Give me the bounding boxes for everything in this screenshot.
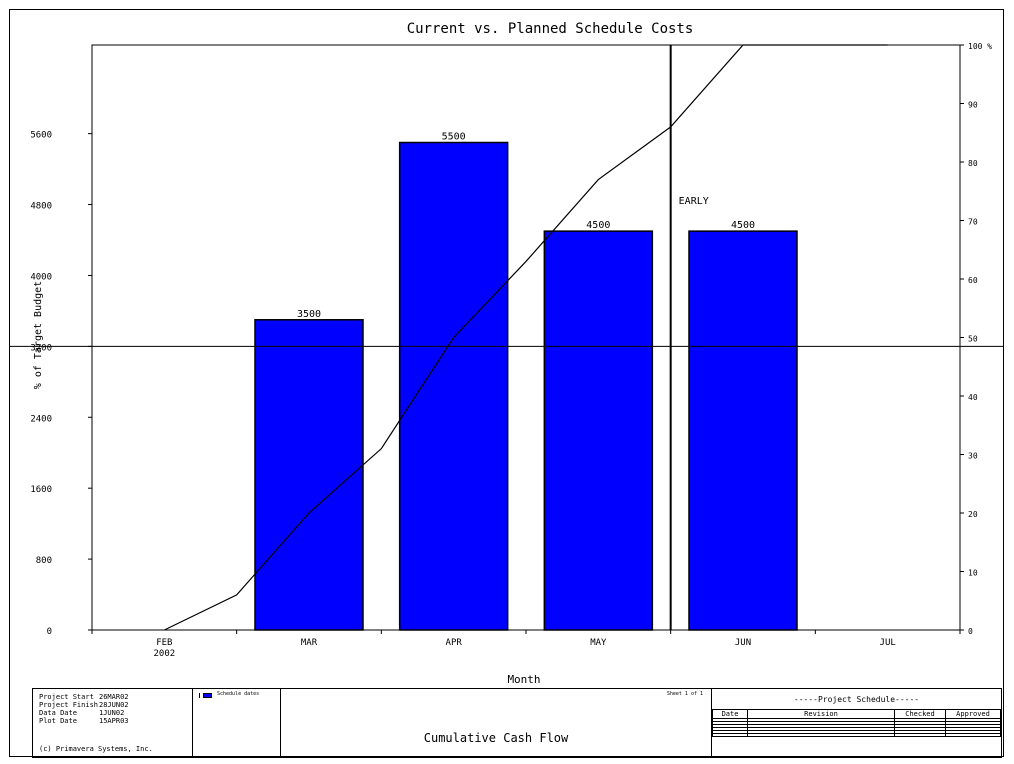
bar-data-label: 4500 <box>731 220 755 231</box>
y-tick-label: 2400 <box>30 414 52 424</box>
y-axis-label: % of Target Budget <box>33 281 44 389</box>
x-tick-label: JUL <box>880 638 896 648</box>
info-value: 28JUN02 <box>99 701 129 709</box>
revision-table: Date Revision Checked Approved <box>712 709 1001 737</box>
info-value: 1JUN02 <box>99 709 125 717</box>
info-key: Project Start <box>39 693 94 701</box>
y2-tick-label: 50 <box>968 335 978 344</box>
cumulative-line <box>164 44 888 631</box>
col-revision: Revision <box>747 709 895 719</box>
col-checked: Checked <box>894 709 946 719</box>
info-project-finish: Project Finish28JUN02 <box>39 701 129 709</box>
data-date-label: EARLY <box>679 196 709 207</box>
x-tick-label: APR <box>446 638 463 648</box>
y2-tick-label: 100 % <box>968 42 992 51</box>
sheet-number: Sheet 1 of 1 <box>666 691 703 697</box>
y-tick-label: 4800 <box>30 202 52 212</box>
copyright: (c) Primavera Systems, Inc. <box>39 745 153 753</box>
title-cell: Sheet 1 of 1 Cumulative Cash Flow <box>281 689 712 757</box>
revision-header-row: Date Revision Checked Approved <box>712 709 1001 719</box>
plot-frame <box>91 44 961 631</box>
x-tick-label: MAR <box>301 638 318 648</box>
bar <box>254 319 364 631</box>
info-value: 26MAR02 <box>99 693 129 701</box>
x-tick-label: MAY <box>590 638 607 648</box>
info-data-date: Data Date 1JUN02 <box>39 709 124 717</box>
bar-data-label: 4500 <box>586 220 610 231</box>
info-value: 15APR03 <box>99 717 129 725</box>
info-key: Data Date <box>39 709 77 717</box>
y2-tick-label: 70 <box>968 218 978 227</box>
chart-title: Current vs. Planned Schedule Costs <box>407 21 694 37</box>
x-axis-label: Month <box>507 673 540 686</box>
info-plot-date: Plot Date 15APR03 <box>39 717 129 725</box>
page-border <box>9 9 1004 757</box>
chart: Current vs. Planned Schedule Costs 3500 55… <box>9 21 1004 686</box>
footer-panel: Project Start 26MAR02 Project Finish28JUN… <box>32 688 1002 758</box>
project-info: Project Start 26MAR02 Project Finish28JUN… <box>33 689 193 757</box>
col-date: Date <box>712 709 748 719</box>
y-tick-label: 3200 <box>30 343 52 353</box>
y-tick-label: 5600 <box>30 131 52 141</box>
bar <box>543 230 654 631</box>
info-project-start: Project Start 26MAR02 <box>39 693 129 701</box>
y-tick-label: 0 <box>47 627 52 637</box>
x-tick-label: FEB <box>156 638 172 648</box>
project-schedule: -----Project Schedule----- Date Revision… <box>712 689 1001 757</box>
bar-data-label: 5500 <box>442 132 466 143</box>
y2-tick-label: 60 <box>968 276 978 285</box>
y2-tick-label: 90 <box>968 101 978 110</box>
y2-tick-label: 0 <box>968 627 973 636</box>
x-year-label: 2002 <box>153 649 175 659</box>
legend-label: Schedule dates <box>217 691 260 697</box>
legend-swatch-icon <box>199 693 212 698</box>
bar-data-label: 3500 <box>297 309 321 320</box>
report-title: Cumulative Cash Flow <box>423 731 569 745</box>
schedule-title: -----Project Schedule----- <box>793 695 920 704</box>
info-key: Plot Date <box>39 717 77 725</box>
info-key: Project Finish <box>39 701 99 709</box>
bar <box>688 230 798 631</box>
y-tick-label: 1600 <box>30 485 52 495</box>
x-tick-label: JUN <box>735 638 751 648</box>
y2-tick-label: 40 <box>968 393 978 402</box>
y2-tick-label: 10 <box>968 569 978 578</box>
y-tick-label: 4000 <box>30 272 52 282</box>
y2-tick-label: 30 <box>968 452 978 461</box>
y2-tick-label: 20 <box>968 510 978 519</box>
legend-cell: Schedule dates <box>193 689 281 757</box>
y-tick-label: 800 <box>36 556 52 566</box>
y2-tick-label: 80 <box>968 159 978 168</box>
revision-row <box>712 733 1001 737</box>
bar <box>398 141 509 631</box>
col-approved: Approved <box>945 709 1001 719</box>
